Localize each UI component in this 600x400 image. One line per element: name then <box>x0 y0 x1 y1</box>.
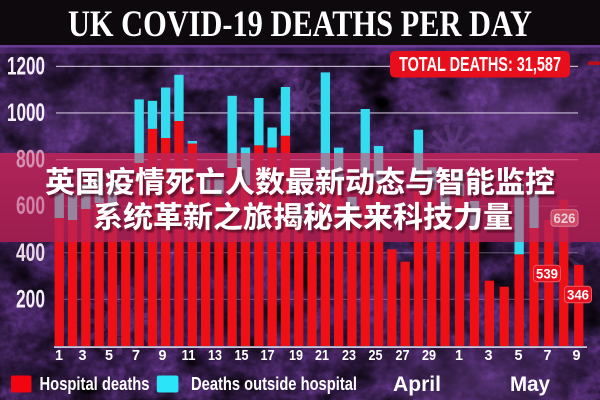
svg-text:25: 25 <box>369 347 383 364</box>
svg-text:200: 200 <box>16 285 45 313</box>
svg-text:17: 17 <box>261 347 275 364</box>
svg-text:7: 7 <box>544 347 552 364</box>
svg-text:27: 27 <box>396 347 410 364</box>
svg-text:5: 5 <box>515 347 523 364</box>
svg-text:1000: 1000 <box>7 99 45 127</box>
svg-text:1200: 1200 <box>7 52 45 80</box>
svg-text:800: 800 <box>16 146 45 174</box>
svg-text:April: April <box>393 373 441 396</box>
svg-text:May: May <box>510 373 550 396</box>
svg-text:346: 346 <box>567 287 589 303</box>
svg-text:3: 3 <box>485 347 493 364</box>
svg-text:600: 600 <box>16 192 45 220</box>
svg-text:TOTAL DEATHS: 31,587: TOTAL DEATHS: 31,587 <box>399 54 561 76</box>
svg-text:539: 539 <box>536 266 558 282</box>
svg-text:13: 13 <box>208 347 222 364</box>
svg-text:11: 11 <box>182 347 196 364</box>
svg-text:5: 5 <box>105 347 113 364</box>
svg-text:29: 29 <box>422 347 436 364</box>
svg-text:626: 626 <box>554 210 576 226</box>
svg-text:21: 21 <box>315 347 329 364</box>
svg-text:1: 1 <box>55 347 63 364</box>
svg-text:1: 1 <box>455 347 463 364</box>
svg-text:7: 7 <box>132 347 140 364</box>
svg-text:9: 9 <box>159 347 167 364</box>
svg-text:400: 400 <box>16 239 45 267</box>
svg-text:3: 3 <box>79 347 87 364</box>
svg-text:15: 15 <box>235 347 249 364</box>
svg-text:Hospital deaths: Hospital deaths <box>40 374 150 394</box>
svg-text:9: 9 <box>573 347 581 364</box>
svg-text:23: 23 <box>342 347 356 364</box>
svg-text:19: 19 <box>289 347 303 364</box>
svg-text:Deaths outside hospital: Deaths outside hospital <box>191 374 357 394</box>
svg-text:UK COVID-19 DEATHS PER DAY: UK COVID-19 DEATHS PER DAY <box>68 4 532 45</box>
